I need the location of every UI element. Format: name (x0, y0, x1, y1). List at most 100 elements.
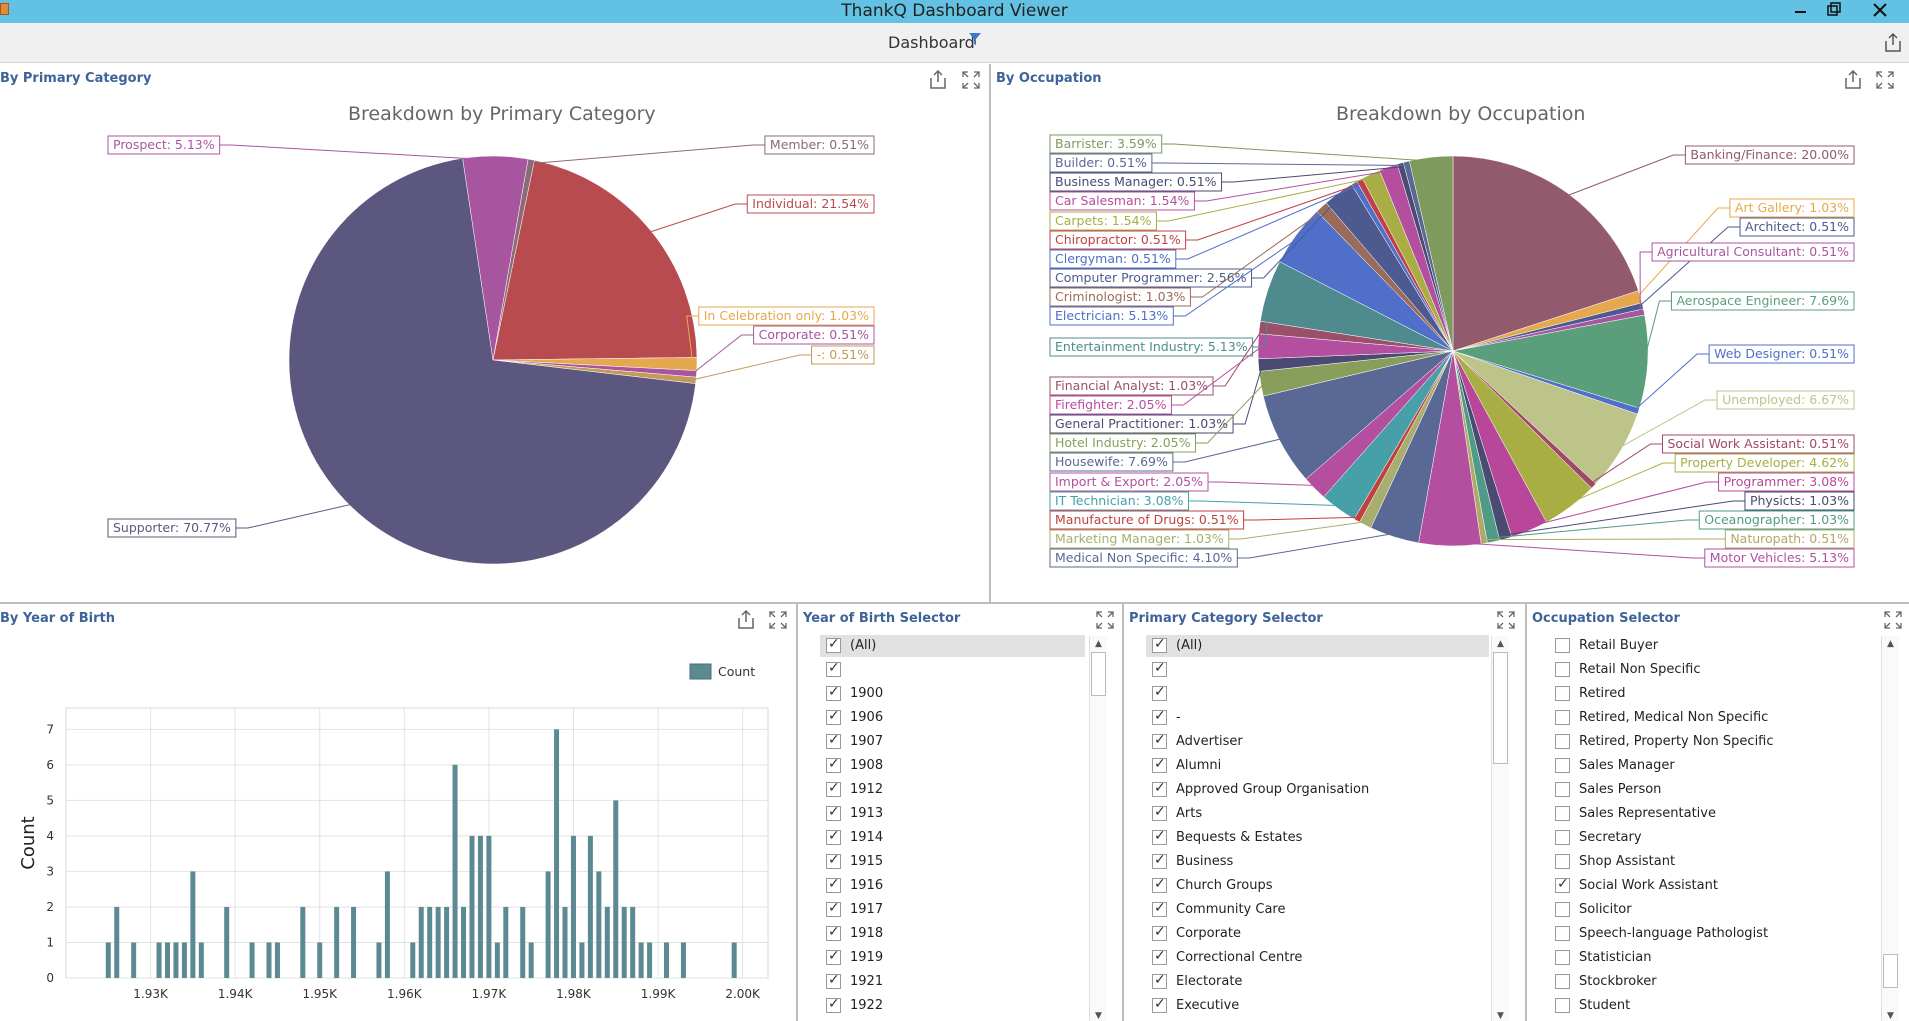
checkbox[interactable] (826, 708, 841, 725)
checkbox[interactable] (1555, 950, 1570, 965)
checkbox[interactable] (1555, 830, 1570, 845)
bar[interactable] (570, 835, 576, 978)
pie-slice[interactable] (288, 157, 696, 565)
checkbox[interactable] (826, 924, 841, 941)
bar[interactable] (384, 871, 390, 978)
checkbox[interactable] (1555, 710, 1570, 725)
checkbox[interactable] (1152, 972, 1167, 989)
bar[interactable] (579, 942, 585, 978)
pie-slice[interactable] (1262, 350, 1454, 480)
bar[interactable] (156, 942, 162, 978)
bar[interactable] (300, 906, 306, 978)
checkbox[interactable] (1152, 804, 1167, 821)
checkbox[interactable] (826, 756, 841, 773)
checkbox[interactable] (1152, 732, 1167, 749)
checkbox[interactable] (826, 684, 841, 701)
bar[interactable] (274, 942, 280, 978)
checkbox[interactable] (1152, 756, 1167, 773)
bar[interactable] (680, 942, 686, 978)
checkbox[interactable] (1152, 852, 1167, 869)
checkbox[interactable] (1152, 780, 1167, 797)
bar[interactable] (317, 942, 323, 978)
maximize-icon[interactable] (1095, 610, 1117, 632)
pie-slice[interactable] (492, 159, 698, 361)
bar[interactable] (427, 906, 433, 978)
bar[interactable] (562, 906, 568, 978)
checkbox[interactable] (1152, 948, 1167, 965)
checkbox[interactable] (826, 660, 841, 677)
bar[interactable] (266, 942, 272, 978)
scrollbar-thumb[interactable] (1493, 652, 1508, 764)
scrollbar-thumb[interactable] (1091, 652, 1106, 696)
bar[interactable] (520, 906, 526, 978)
bar[interactable] (452, 764, 458, 978)
checkbox[interactable] (826, 972, 841, 989)
bar[interactable] (131, 942, 137, 978)
checkbox[interactable] (826, 780, 841, 797)
checkbox[interactable] (1152, 900, 1167, 917)
bar[interactable] (587, 835, 593, 978)
minimize-button[interactable] (1783, 0, 1817, 21)
bar[interactable] (376, 942, 382, 978)
checkbox[interactable] (1555, 758, 1570, 773)
bar[interactable] (469, 835, 475, 978)
maximize-icon[interactable] (768, 610, 790, 632)
scroll-down-icon[interactable]: ▼ (1497, 1011, 1504, 1021)
pie-slice[interactable] (1409, 155, 1454, 352)
bar[interactable] (198, 942, 204, 978)
bar[interactable] (224, 906, 230, 978)
scrollbar-thumb[interactable] (1883, 954, 1898, 988)
bar[interactable] (731, 942, 737, 978)
checkbox[interactable] (1555, 662, 1570, 677)
checkbox[interactable] (1555, 734, 1570, 749)
checkbox[interactable] (1555, 974, 1570, 989)
restore-button[interactable] (1818, 0, 1848, 21)
bar[interactable] (494, 942, 500, 978)
checkbox[interactable] (826, 996, 841, 1013)
checkbox[interactable] (1555, 686, 1570, 701)
pie-slice[interactable] (1452, 314, 1649, 409)
maximize-icon[interactable] (961, 70, 983, 92)
checkbox[interactable] (1555, 902, 1570, 917)
checkbox[interactable] (826, 732, 841, 749)
scroll-up-icon[interactable]: ▲ (1497, 639, 1504, 649)
checkbox[interactable] (826, 828, 841, 845)
bar[interactable] (114, 906, 120, 978)
pie-slice[interactable] (1452, 155, 1639, 352)
checkbox[interactable] (1152, 876, 1167, 893)
bar[interactable] (621, 906, 627, 978)
bar[interactable] (190, 871, 196, 978)
checkbox[interactable] (1152, 636, 1167, 653)
checkbox[interactable] (826, 948, 841, 965)
bar[interactable] (503, 906, 509, 978)
bar[interactable] (554, 729, 560, 978)
bar[interactable] (664, 942, 670, 978)
bar[interactable] (545, 871, 551, 978)
close-button[interactable] (1854, 0, 1906, 21)
checkbox[interactable] (826, 804, 841, 821)
bar[interactable] (638, 942, 644, 978)
checkbox[interactable] (1555, 854, 1570, 869)
bar[interactable] (461, 906, 467, 978)
bar[interactable] (418, 906, 424, 978)
bar[interactable] (181, 942, 187, 978)
export-icon[interactable] (1843, 70, 1865, 92)
checkbox[interactable] (1555, 876, 1570, 893)
bar[interactable] (164, 942, 170, 978)
maximize-icon[interactable] (1883, 610, 1905, 632)
bar[interactable] (613, 800, 619, 978)
scroll-up-icon[interactable]: ▲ (1887, 639, 1894, 649)
bar[interactable] (410, 942, 416, 978)
export-icon[interactable] (1882, 32, 1904, 54)
checkbox[interactable] (1152, 828, 1167, 845)
maximize-icon[interactable] (1496, 610, 1518, 632)
checkbox[interactable] (1152, 684, 1167, 701)
maximize-icon[interactable] (1875, 70, 1897, 92)
checkbox[interactable] (1555, 998, 1570, 1013)
bar[interactable] (444, 906, 450, 978)
checkbox[interactable] (826, 636, 841, 653)
bar[interactable] (528, 942, 534, 978)
vertical-scrollbar[interactable]: ▲ ▼ (1881, 636, 1899, 1021)
bar[interactable] (477, 835, 483, 978)
checkbox[interactable] (1555, 926, 1570, 941)
